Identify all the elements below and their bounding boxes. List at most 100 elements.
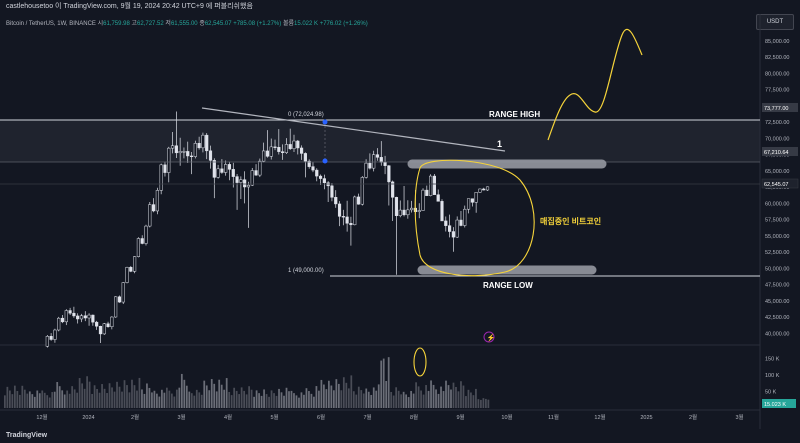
currency-button[interactable]: USDT [756,14,794,30]
candle-body [167,147,171,173]
volume-bar [367,391,370,408]
volume-bar [425,385,427,408]
candle-body [174,145,178,154]
price-tick: 85,000.00 [765,39,789,45]
volume-bar [340,390,343,408]
volume-change-value: +776.02 (+1.26%) [319,21,368,27]
candle-body [334,197,338,205]
volume-bar [98,392,101,408]
volume-bar [275,395,278,408]
volume-bar [315,386,318,408]
volume-bar [108,383,111,408]
volume-bar [415,382,417,408]
volume-bar [263,389,265,408]
volume-bar [303,394,305,408]
candle-body [246,184,251,188]
volume-bar [143,393,146,408]
volume-bar [83,388,86,408]
accumulation-note: 매집중인 비트코인 [540,216,601,226]
symbol-name[interactable]: Bitcoin / TetherUS, 1W, BINANCE [6,21,96,27]
volume-bar [48,397,51,408]
candles [45,111,490,348]
volume-bar [397,390,400,408]
volume-bar [180,373,183,408]
candle-body [60,317,65,323]
volume-bar [273,393,275,408]
volume-bar [93,385,96,408]
volume-bar [146,383,148,408]
candle-body [95,321,99,327]
trendline-label: 1 [497,139,502,149]
candle-body [129,267,133,272]
volume-bar [385,380,388,408]
candle-body [57,317,61,331]
volume-bar [128,392,131,408]
candle-body [182,151,186,153]
price-tick: 42,500.00 [765,315,789,321]
volume-bar [185,385,188,408]
volume-bar [91,393,93,408]
candle-body [394,197,399,216]
candle-body [53,329,57,340]
volume-bar [437,393,440,408]
volume-bar [462,385,465,408]
volume-bar [285,387,288,408]
volume-bar [380,360,383,408]
volume-bar [36,390,39,408]
volume-bar [450,389,452,408]
volume-bar [295,395,298,408]
volume-bar [440,386,442,408]
volume-bar [233,387,236,408]
volume-bar [56,382,59,408]
descending-trendline[interactable] [201,107,506,152]
time-tick: 3월 [735,413,743,421]
candle-body [110,316,114,327]
volume-bar [475,388,477,408]
volume-bar [387,357,390,408]
tradingview-logo[interactable]: TradingView [6,432,48,439]
candle-body [144,225,148,244]
candle-body [235,176,239,183]
candle-body [220,168,224,173]
volume-bar [21,385,24,408]
time-axis[interactable]: 12월 2024 2월 3월 4월 5월 6월 7월 8월 9월 10월 11월 12월 2025 2월 3월 [36,413,743,421]
fib-point-bottom[interactable] [322,158,328,164]
volume-bar [370,394,373,408]
candle-body [265,150,270,157]
time-tick: 9월 [456,413,464,421]
volume-bar [293,393,295,408]
candle-body [152,204,156,212]
candle-body [254,170,258,176]
candle-body [410,207,414,211]
time-tick: 12월 [594,413,605,421]
volume-bar [68,393,71,408]
candle-body [406,209,410,216]
volume-bar [148,387,151,408]
candle-body [281,151,285,153]
candle-body [288,144,292,149]
volume-bar [452,382,455,408]
volume-axis[interactable]: 150 K 100 K 50 K [765,357,780,396]
fib-point-top[interactable] [322,119,328,125]
volume-bar [88,381,91,408]
volume-bar [205,385,208,408]
volume-bar [163,392,166,408]
volume-bar [113,391,116,408]
volume-bar [243,390,246,408]
volume-bar [63,394,66,408]
candle-body [117,296,122,303]
candle-body [425,189,429,196]
footer: TradingView [0,429,800,443]
volume-bar [310,393,313,408]
lightning-icon[interactable] [483,331,495,343]
candle-body [364,162,368,178]
level-2-badge-text: 67,210.64 [764,150,788,156]
volume-bar [188,391,191,408]
candle-body [459,219,463,226]
price-tick: 55,000.00 [765,234,789,240]
candle-body [163,164,167,173]
time-tick: 10월 [501,413,512,421]
candle-body [330,185,334,198]
volume-bar [270,390,273,408]
